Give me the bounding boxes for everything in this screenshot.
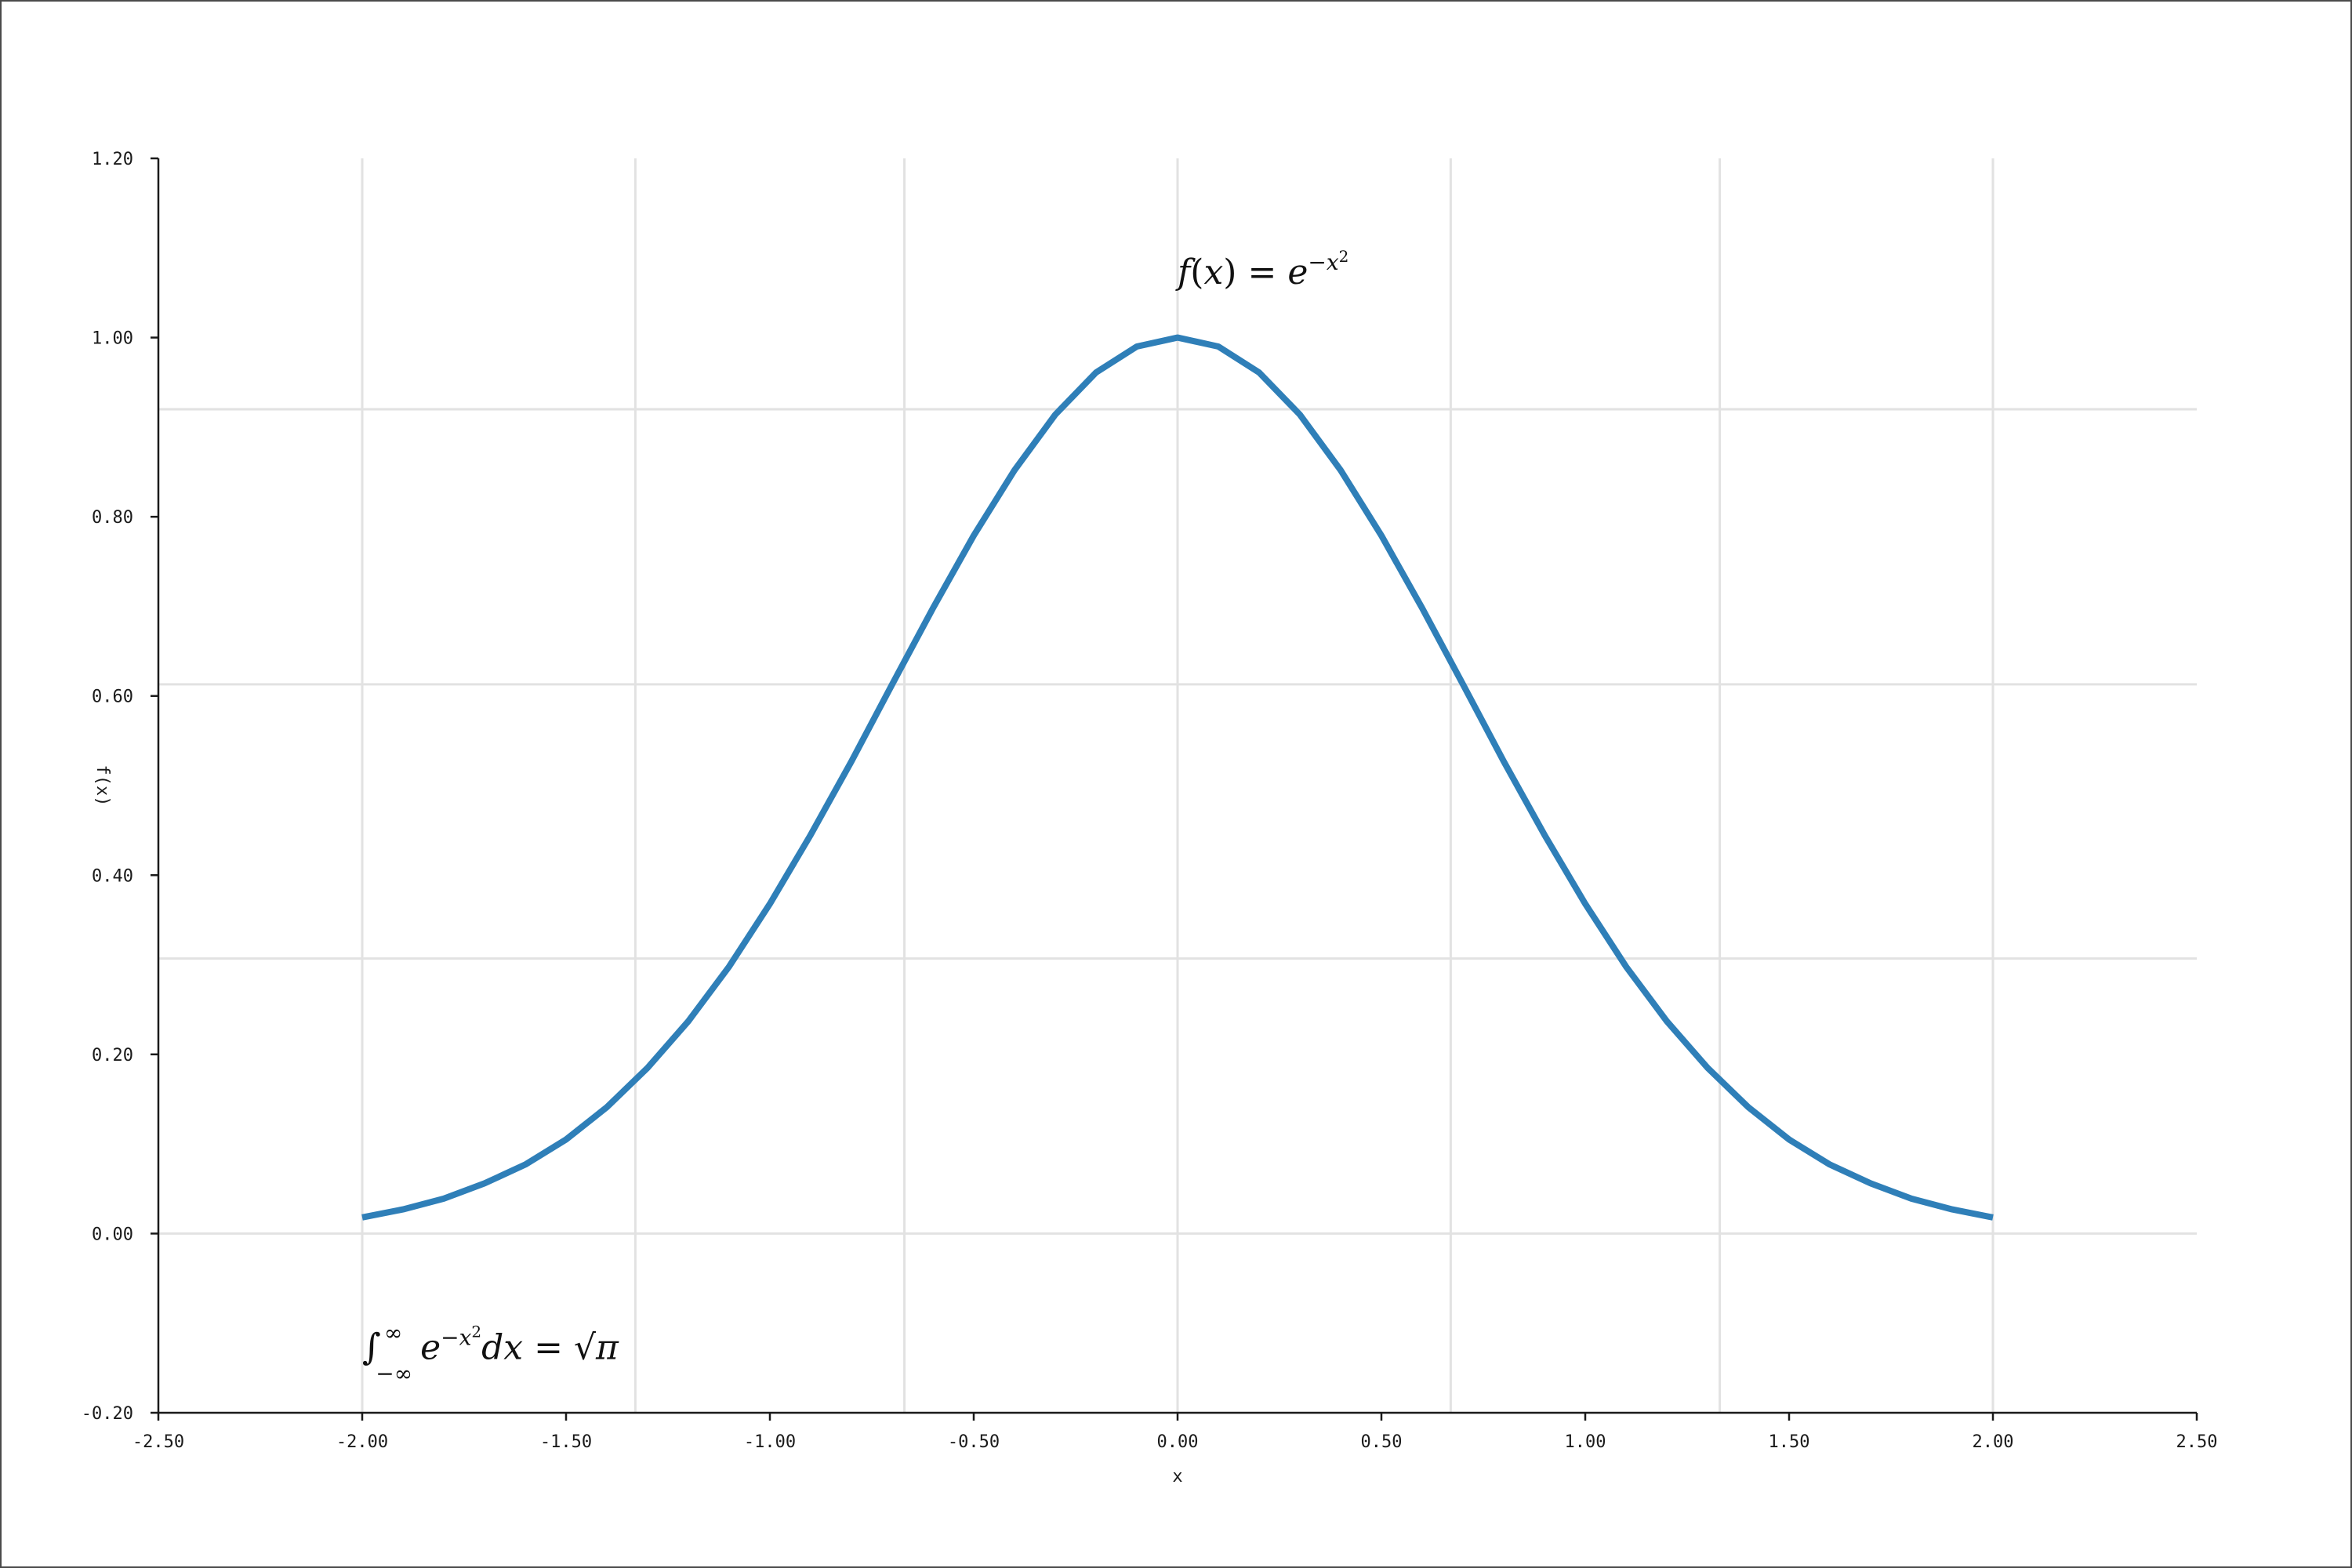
y-tick-label: 0.80 (92, 508, 133, 528)
y-tick-label: 0.40 (92, 866, 133, 886)
x-tick-labels: -2.50 -2.00 -1.50 -1.00 -0.50 0.00 0.50 1.00 1.5… (132, 1432, 2218, 1452)
integral-annotation: ∫ ∞ −∞ e−x2dx = √π (362, 1319, 619, 1386)
x-tick-label: -2.50 (132, 1432, 184, 1452)
x-tick-label: 2.00 (1973, 1432, 2014, 1452)
formula-base: e (1287, 252, 1308, 292)
integral-exponent-square: 2 (471, 1322, 481, 1341)
y-axis-label: f(x) (93, 765, 112, 807)
y-tick-label: 1.00 (92, 329, 133, 349)
formula-close-paren: ) (1223, 252, 1236, 292)
formula-annotation: f(x) = e−x2 (1175, 247, 1348, 292)
y-tick-label: 0.60 (92, 688, 133, 707)
integral-pi: π (595, 1327, 619, 1367)
integral-upper-limit: ∞ (384, 1319, 402, 1345)
integral-lower-limit: −∞ (376, 1360, 412, 1386)
x-tick-label: -2.00 (336, 1432, 388, 1452)
formula-exponent-square: 2 (1339, 247, 1349, 266)
x-tick-label: 1.00 (1565, 1432, 1606, 1452)
x-axis-label: x (1172, 1467, 1182, 1486)
integral-sign: ∫ (362, 1325, 381, 1367)
y-tick-label: 0.20 (92, 1046, 133, 1065)
tick-marks (151, 157, 2198, 1421)
grid-lines (158, 158, 2197, 1413)
integral-equals: = (523, 1327, 574, 1367)
x-tick-label: -1.50 (540, 1432, 592, 1452)
formula-variable: x (1203, 252, 1223, 292)
x-tick-label: 0.50 (1361, 1432, 1403, 1452)
y-tick-labels: -0.20 0.00 0.20 0.40 0.60 0.80 1.00 1.20 (82, 150, 133, 1424)
integral-base: e (420, 1327, 441, 1367)
formula-exponent: −x (1308, 249, 1338, 275)
x-tick-label: 2.50 (2176, 1432, 2218, 1452)
integral-exponent: −x (441, 1324, 471, 1350)
x-tick-label: 0.00 (1157, 1432, 1199, 1452)
integral-dx: dx (481, 1327, 523, 1367)
series-lines (361, 334, 1994, 1221)
formula-open-paren: ( (1190, 252, 1203, 292)
y-tick-label: 0.00 (92, 1225, 133, 1244)
formula-equals: = (1236, 252, 1287, 292)
series-line-gaussian (361, 334, 1994, 1221)
integral-sqrt-sign: √ (574, 1327, 597, 1367)
y-tick-label: -0.20 (82, 1404, 133, 1424)
x-tick-label: 1.50 (1769, 1432, 1810, 1452)
x-tick-label: -1.00 (744, 1432, 796, 1452)
y-tick-label: 1.20 (92, 150, 133, 169)
x-tick-label: -0.50 (948, 1432, 1000, 1452)
